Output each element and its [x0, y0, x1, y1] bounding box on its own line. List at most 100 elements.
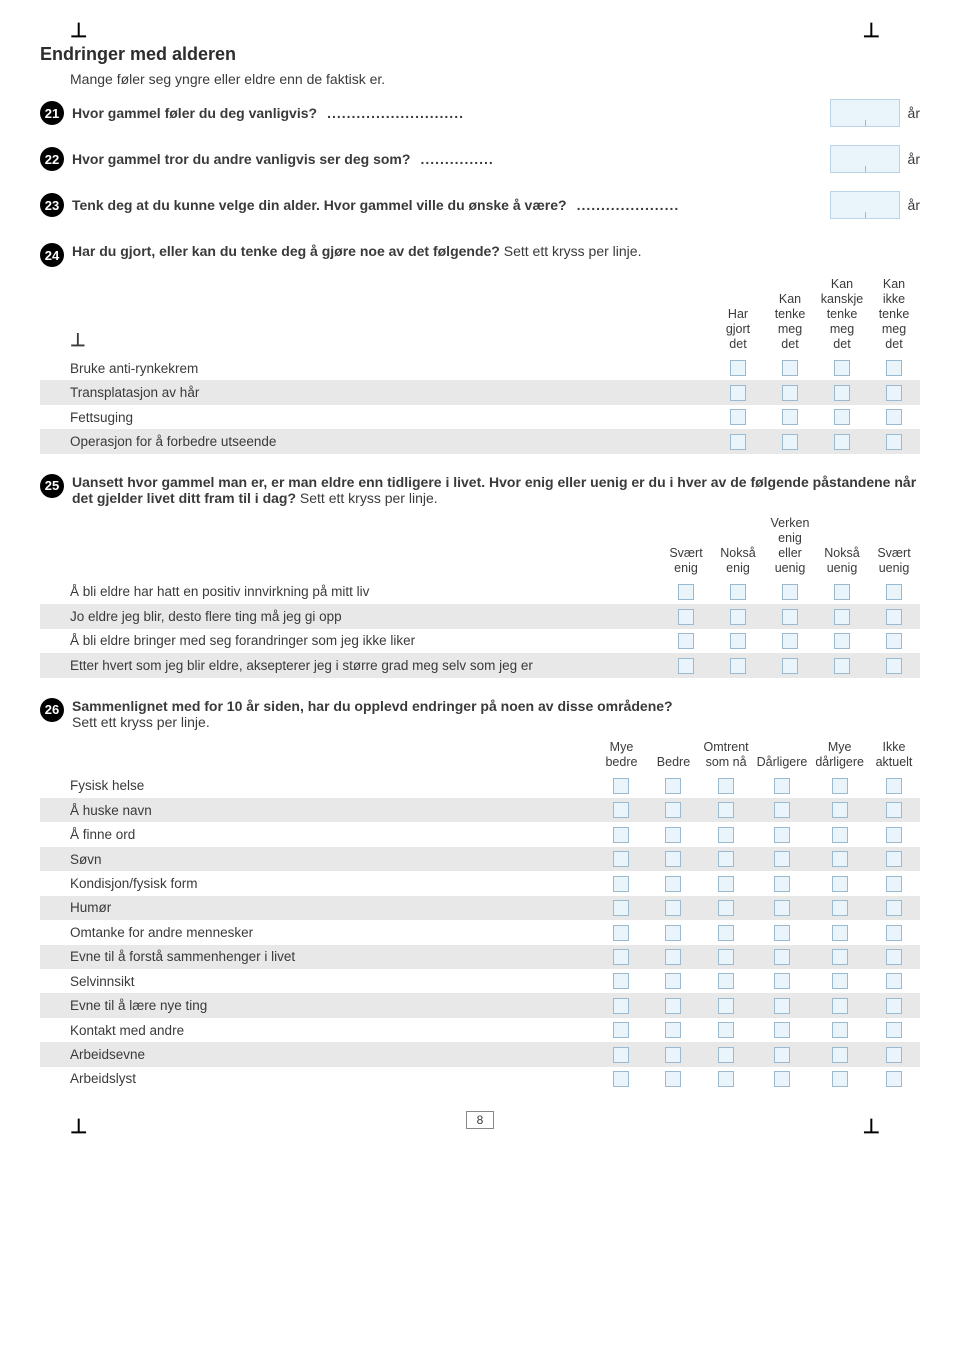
checkbox[interactable]: [613, 1022, 629, 1038]
checkbox[interactable]: [774, 778, 790, 794]
checkbox[interactable]: [665, 1022, 681, 1038]
checkbox[interactable]: [665, 998, 681, 1014]
checkbox[interactable]: [774, 1047, 790, 1063]
checkbox[interactable]: [832, 802, 848, 818]
checkbox[interactable]: [832, 900, 848, 916]
age-input[interactable]: [830, 145, 900, 173]
checkbox[interactable]: [613, 1047, 629, 1063]
checkbox[interactable]: [665, 851, 681, 867]
checkbox[interactable]: [774, 876, 790, 892]
checkbox[interactable]: [718, 1071, 734, 1087]
checkbox[interactable]: [886, 633, 902, 649]
checkbox[interactable]: [774, 998, 790, 1014]
checkbox[interactable]: [613, 998, 629, 1014]
checkbox[interactable]: [718, 827, 734, 843]
checkbox[interactable]: [718, 949, 734, 965]
checkbox[interactable]: [774, 1071, 790, 1087]
checkbox[interactable]: [774, 900, 790, 916]
checkbox[interactable]: [665, 949, 681, 965]
checkbox[interactable]: [834, 584, 850, 600]
checkbox[interactable]: [834, 385, 850, 401]
checkbox[interactable]: [886, 949, 902, 965]
checkbox[interactable]: [613, 1071, 629, 1087]
checkbox[interactable]: [678, 609, 694, 625]
checkbox[interactable]: [718, 851, 734, 867]
checkbox[interactable]: [834, 434, 850, 450]
checkbox[interactable]: [886, 1022, 902, 1038]
checkbox[interactable]: [730, 409, 746, 425]
checkbox[interactable]: [782, 633, 798, 649]
checkbox[interactable]: [613, 778, 629, 794]
checkbox[interactable]: [886, 409, 902, 425]
checkbox[interactable]: [665, 876, 681, 892]
checkbox[interactable]: [613, 973, 629, 989]
checkbox[interactable]: [718, 876, 734, 892]
checkbox[interactable]: [774, 827, 790, 843]
checkbox[interactable]: [886, 385, 902, 401]
checkbox[interactable]: [832, 827, 848, 843]
checkbox[interactable]: [613, 949, 629, 965]
checkbox[interactable]: [832, 851, 848, 867]
checkbox[interactable]: [782, 409, 798, 425]
checkbox[interactable]: [718, 1047, 734, 1063]
checkbox[interactable]: [730, 434, 746, 450]
checkbox[interactable]: [832, 973, 848, 989]
checkbox[interactable]: [665, 802, 681, 818]
checkbox[interactable]: [613, 900, 629, 916]
checkbox[interactable]: [613, 827, 629, 843]
checkbox[interactable]: [832, 1022, 848, 1038]
checkbox[interactable]: [886, 998, 902, 1014]
checkbox[interactable]: [613, 851, 629, 867]
checkbox[interactable]: [782, 360, 798, 376]
checkbox[interactable]: [886, 1047, 902, 1063]
checkbox[interactable]: [613, 925, 629, 941]
checkbox[interactable]: [886, 584, 902, 600]
checkbox[interactable]: [886, 434, 902, 450]
checkbox[interactable]: [678, 633, 694, 649]
checkbox[interactable]: [782, 609, 798, 625]
checkbox[interactable]: [782, 658, 798, 674]
checkbox[interactable]: [782, 584, 798, 600]
checkbox[interactable]: [718, 925, 734, 941]
checkbox[interactable]: [886, 851, 902, 867]
checkbox[interactable]: [678, 584, 694, 600]
checkbox[interactable]: [834, 360, 850, 376]
checkbox[interactable]: [718, 900, 734, 916]
checkbox[interactable]: [834, 409, 850, 425]
checkbox[interactable]: [730, 609, 746, 625]
checkbox[interactable]: [665, 925, 681, 941]
checkbox[interactable]: [774, 925, 790, 941]
checkbox[interactable]: [834, 609, 850, 625]
checkbox[interactable]: [774, 973, 790, 989]
checkbox[interactable]: [718, 998, 734, 1014]
checkbox[interactable]: [834, 658, 850, 674]
checkbox[interactable]: [832, 778, 848, 794]
checkbox[interactable]: [774, 1022, 790, 1038]
checkbox[interactable]: [678, 658, 694, 674]
checkbox[interactable]: [718, 1022, 734, 1038]
checkbox[interactable]: [834, 633, 850, 649]
age-input[interactable]: [830, 99, 900, 127]
checkbox[interactable]: [886, 609, 902, 625]
checkbox[interactable]: [886, 876, 902, 892]
checkbox[interactable]: [665, 778, 681, 794]
checkbox[interactable]: [782, 434, 798, 450]
checkbox[interactable]: [665, 973, 681, 989]
checkbox[interactable]: [665, 900, 681, 916]
checkbox[interactable]: [730, 385, 746, 401]
checkbox[interactable]: [886, 658, 902, 674]
checkbox[interactable]: [886, 827, 902, 843]
checkbox[interactable]: [832, 1047, 848, 1063]
checkbox[interactable]: [730, 633, 746, 649]
checkbox[interactable]: [665, 1071, 681, 1087]
checkbox[interactable]: [774, 949, 790, 965]
checkbox[interactable]: [665, 1047, 681, 1063]
checkbox[interactable]: [832, 1071, 848, 1087]
checkbox[interactable]: [718, 802, 734, 818]
checkbox[interactable]: [730, 658, 746, 674]
checkbox[interactable]: [730, 584, 746, 600]
checkbox[interactable]: [832, 949, 848, 965]
checkbox[interactable]: [886, 973, 902, 989]
checkbox[interactable]: [718, 973, 734, 989]
checkbox[interactable]: [774, 802, 790, 818]
